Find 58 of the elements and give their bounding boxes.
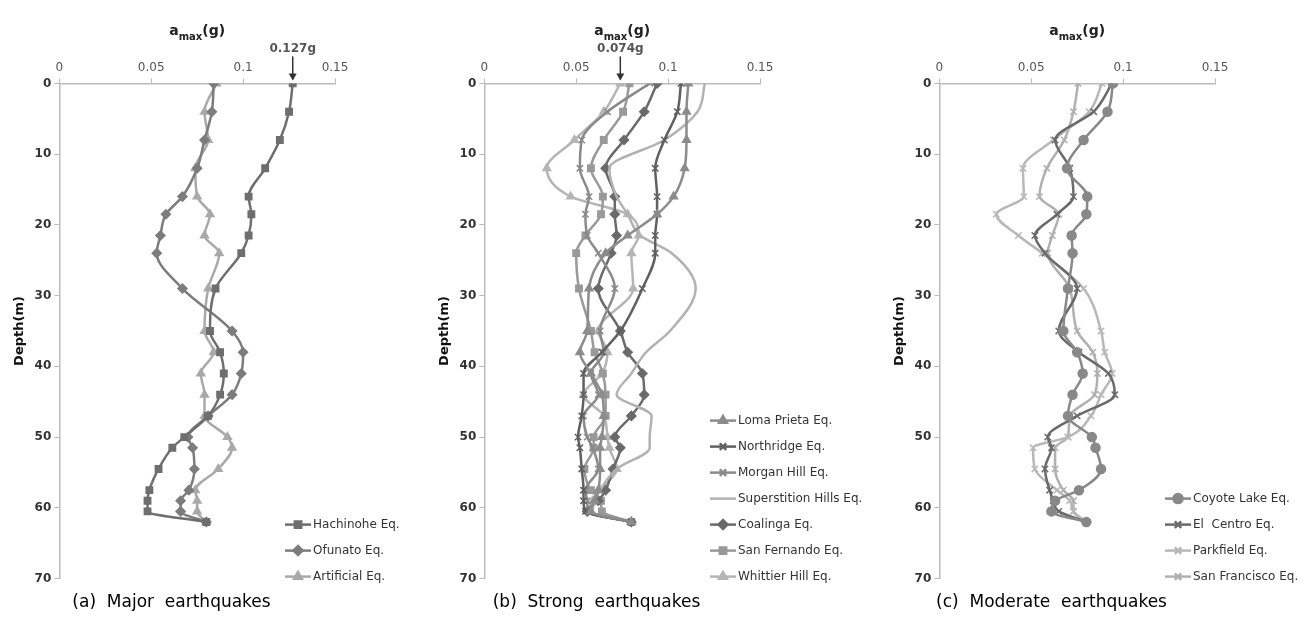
- legend-label: San Francisco Eq.: [1193, 568, 1299, 583]
- legend-label: Artificial Eq.: [313, 568, 386, 583]
- y-axis-title: Depth(m): [436, 296, 452, 366]
- y-tick-label: 30: [914, 287, 932, 302]
- y-tick-label: 10: [459, 146, 477, 161]
- legend-label: Parkfield Eq.: [1193, 542, 1268, 557]
- y-tick-label: 40: [34, 358, 52, 373]
- y-tick-label: 70: [914, 570, 932, 585]
- x-tick-label: 0.15: [321, 60, 349, 75]
- x-tick-label: 0.15: [1201, 60, 1229, 75]
- x-tick-label: 0.05: [562, 60, 590, 75]
- legend-label: Superstition Hills Eq.: [738, 490, 863, 505]
- y-tick-label: 30: [34, 287, 52, 302]
- legend-label: Northridge Eq.: [738, 438, 826, 453]
- y-tick-label: 50: [34, 429, 52, 444]
- y-axis-title: Depth(m): [891, 296, 907, 366]
- y-tick-label: 40: [459, 358, 477, 373]
- legend-label: Hachinohe Eq.: [313, 516, 400, 531]
- x-tick-label: 0.1: [233, 60, 253, 75]
- x-tick-label: 0: [480, 60, 489, 75]
- x-tick-label: 0.15: [746, 60, 774, 75]
- y-tick-label: 20: [459, 217, 477, 232]
- annotation: 0.127g: [269, 41, 316, 56]
- legend-label: Whittier Hill Eq.: [738, 568, 832, 583]
- y-tick-label: 0: [467, 75, 477, 90]
- text: (b) Strong earthquakes: [492, 591, 701, 612]
- legend-label: Coalinga Eq.: [738, 516, 814, 531]
- text: (c) Moderate earthquakes: [936, 591, 1168, 612]
- y-tick-label: 50: [459, 429, 477, 444]
- y-tick-label: 60: [34, 499, 52, 514]
- legend-label: San Fernando Eq.: [738, 542, 844, 557]
- y-tick-label: 40: [914, 358, 932, 373]
- y-tick-label: 60: [459, 499, 477, 514]
- y-axis-title: Depth(m): [11, 296, 27, 366]
- x-tick-label: 0: [935, 60, 944, 75]
- y-tick-label: 0: [922, 75, 932, 90]
- y-tick-label: 10: [34, 146, 52, 161]
- legend-label: Ofunato Eq.: [313, 542, 385, 557]
- y-tick-label: 30: [459, 287, 477, 302]
- legend-label: El Centro Eq.: [1193, 516, 1275, 531]
- x-tick-label: 0.1: [658, 60, 678, 75]
- y-tick-label: 20: [914, 217, 932, 232]
- y-tick-label: 70: [459, 570, 477, 585]
- x-tick-label: 0: [55, 60, 64, 75]
- x-tick-label: 0.05: [137, 60, 165, 75]
- y-tick-label: 20: [34, 217, 52, 232]
- x-tick-label: 0.1: [1113, 60, 1133, 75]
- y-tick-label: 70: [34, 570, 52, 585]
- annotation: 0.074g: [597, 41, 644, 56]
- legend-label: Morgan Hill Eq.: [738, 464, 829, 479]
- y-tick-label: 60: [914, 499, 932, 514]
- legend-label: Loma Prieta Eq.: [738, 412, 833, 427]
- y-tick-label: 10: [914, 146, 932, 161]
- y-tick-label: 50: [914, 429, 932, 444]
- x-tick-label: 0.05: [1017, 60, 1045, 75]
- legend-label: Coyote Lake Eq.: [1193, 490, 1290, 505]
- y-tick-label: 0: [42, 75, 52, 90]
- text: (a) Major earthquakes: [72, 591, 271, 612]
